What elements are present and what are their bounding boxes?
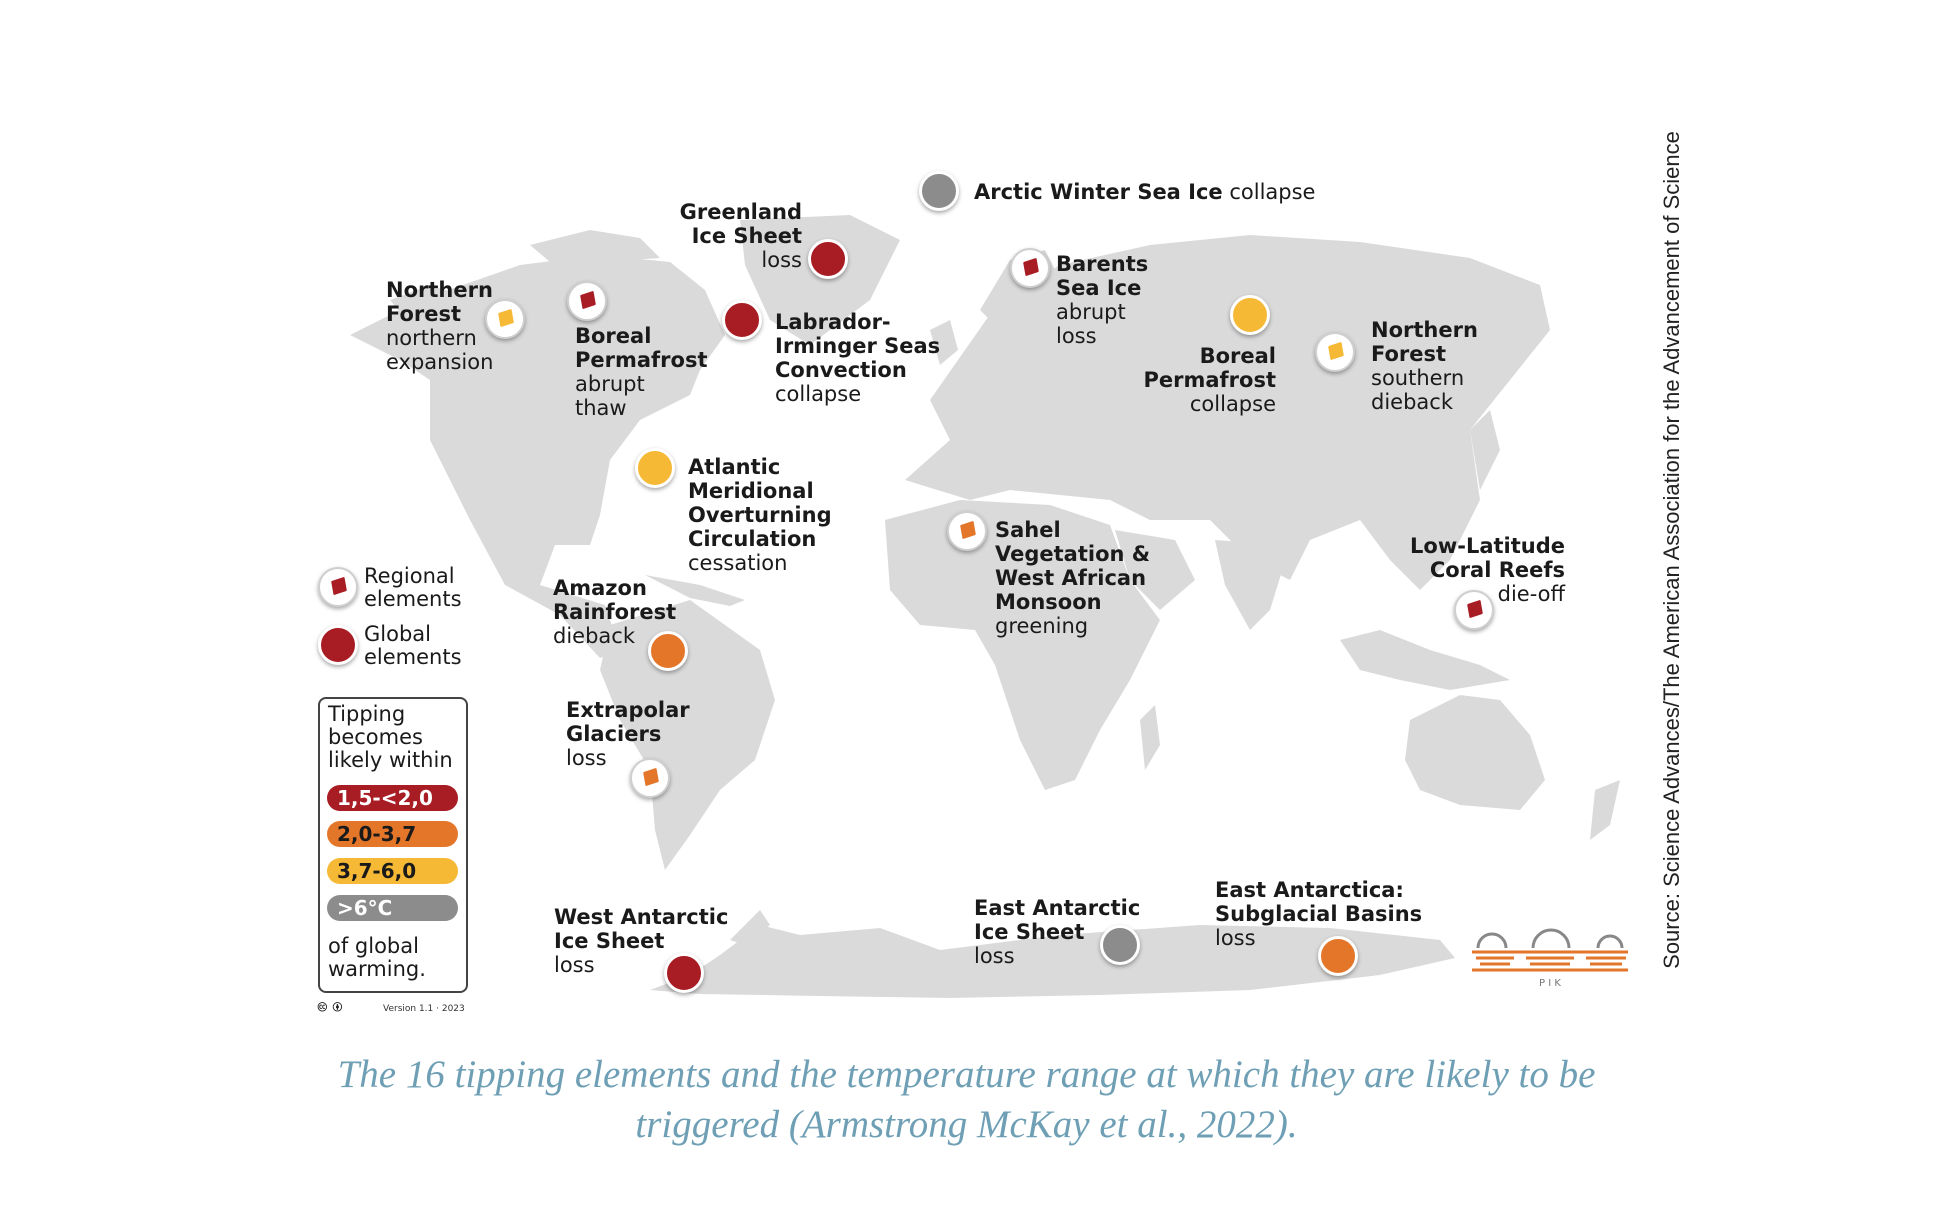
se-asia-islands <box>1340 630 1510 690</box>
west-antarctic-marker[interactable] <box>664 953 704 993</box>
label-east-antarctic: East Antarctic Ice Sheet loss <box>974 896 1141 968</box>
north-america-landmass <box>350 255 725 658</box>
barents-sea-ice-marker[interactable] <box>1010 248 1050 288</box>
australia-landmass <box>1405 695 1545 810</box>
arctic-sea-ice-marker[interactable] <box>919 171 959 211</box>
label-northern-forest-dieback: Northern Forest southern dieback <box>1371 318 1478 414</box>
alaska-island <box>390 285 460 318</box>
regional-flag-icon <box>1023 257 1039 277</box>
greenland-ice-sheet-marker[interactable] <box>808 239 848 279</box>
arabia <box>1115 530 1195 610</box>
british-isles <box>930 320 958 365</box>
regional-flag-icon <box>331 576 347 596</box>
amazon-marker[interactable] <box>648 631 688 671</box>
east-antarctic-marker[interactable] <box>1100 925 1140 965</box>
boreal-permafrost-collapse-marker[interactable] <box>1230 295 1270 335</box>
japan <box>1470 410 1500 490</box>
sahel-marker[interactable] <box>947 511 987 551</box>
caption-line-2: triggered (Armstrong McKay et al., 2022)… <box>635 1103 1298 1146</box>
label-sahel: Sahel Vegetation & West African Monsoon … <box>995 518 1151 638</box>
version-text: Version 1.1 · 2023 <box>383 1004 465 1014</box>
label-glaciers: Extrapolar Glaciers loss <box>566 698 690 770</box>
caption-line-1: The 16 tipping elements and the temperat… <box>337 1053 1596 1096</box>
labrador-irminger-marker[interactable] <box>722 300 762 340</box>
source-credit: Source: Science Advances/The American As… <box>1659 131 1684 969</box>
africa-landmass <box>885 500 1160 790</box>
legend-band-2: 2,0-3,7 <box>327 821 458 847</box>
regional-flag-icon <box>1328 341 1344 361</box>
label-west-antarctic: West Antarctic Ice Sheet loss <box>554 905 729 977</box>
label-subglacial-basins: East Antarctica: Subglacial Basins loss <box>1215 878 1423 950</box>
madagascar <box>1140 705 1160 770</box>
regional-flag-icon <box>498 308 514 328</box>
boreal-permafrost-thaw-marker[interactable] <box>567 281 607 321</box>
legend-title: Tipping becomes likely within <box>328 702 453 772</box>
subglacial-basins-marker[interactable] <box>1318 936 1358 976</box>
legend-regional-text: Regional elements <box>364 564 462 611</box>
coral-reefs-marker[interactable] <box>1454 590 1494 630</box>
antarctic-peninsula <box>730 910 770 945</box>
glaciers-marker[interactable] <box>630 758 670 798</box>
greenland-landmass <box>740 215 900 345</box>
label-amoc: Atlantic Meridional Overturning Circulat… <box>688 455 832 575</box>
label-amazon: Amazon Rainforest dieback <box>553 576 677 648</box>
label-coral-reefs: Low-Latitude Coral Reefs die-off <box>1410 534 1565 606</box>
land-masses <box>350 215 1620 998</box>
regional-flag-icon <box>960 520 976 540</box>
antarctica-landmass <box>650 925 1455 998</box>
creative-commons-icon: 🅭 🅯 <box>318 1000 343 1016</box>
legend-global-text: Global elements <box>364 622 462 669</box>
global-element-icon <box>318 625 358 665</box>
regional-flag-icon <box>643 767 659 787</box>
caribbean-islands <box>645 575 745 606</box>
eurasia-landmass <box>905 235 1550 590</box>
label-boreal-permafrost-collapse: Boreal Permafrost collapse <box>1143 344 1276 416</box>
canadian-islands <box>530 230 660 262</box>
label-labrador: Labrador- Irminger Seas Convection colla… <box>775 310 941 406</box>
label-barents: Barents Sea Ice abrupt loss <box>1056 252 1149 348</box>
legend-band-1: 1,5-<2,0 <box>327 785 458 811</box>
south-america-landmass <box>600 600 775 870</box>
label-arctic: Arctic Winter Sea Ice collapse <box>974 180 1316 204</box>
figure-caption: The 16 tipping elements and the temperat… <box>0 1050 1933 1150</box>
amoc-marker[interactable] <box>635 448 675 488</box>
legend-band-3: 3,7-6,0 <box>327 858 458 884</box>
label-boreal-permafrost-thaw: Boreal Permafrost abrupt thaw <box>575 324 708 420</box>
new-zealand <box>1590 780 1620 840</box>
regional-element-icon <box>318 567 358 607</box>
india <box>1215 540 1290 630</box>
regional-flag-icon <box>580 290 596 310</box>
legend-band-4: >6°C <box>327 895 458 921</box>
pik-logo: P I K <box>1472 928 1628 989</box>
northern-forest-expansion-marker[interactable] <box>485 299 525 339</box>
label-greenland: Greenland Ice Sheet loss <box>679 200 802 272</box>
legend-footer: of global warming. <box>328 934 426 981</box>
svg-text:P I K: P I K <box>1539 978 1561 989</box>
label-northern-forest-expansion: Northern Forest northern expansion <box>386 278 494 374</box>
legend-temperature-box: Tipping becomes likely within 1,5-<2,0 2… <box>318 697 468 993</box>
northern-forest-dieback-marker[interactable] <box>1315 332 1355 372</box>
